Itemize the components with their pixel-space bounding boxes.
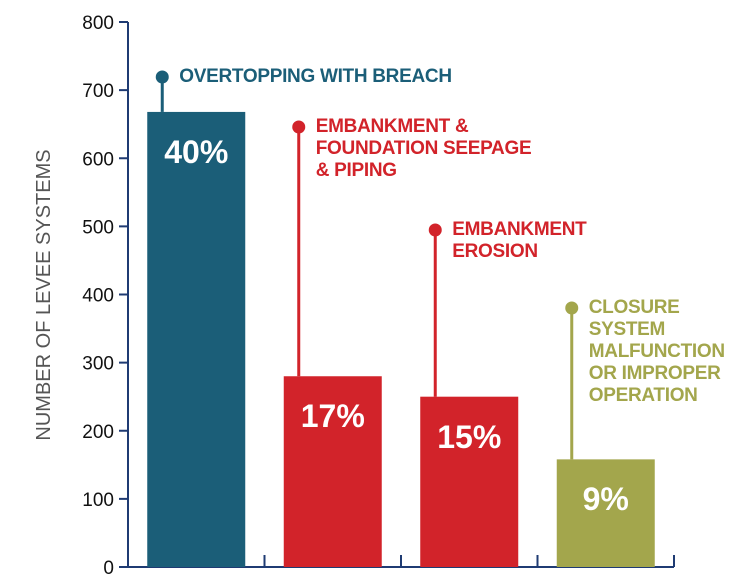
leader-dot — [565, 301, 579, 315]
percent-label: 15% — [437, 418, 502, 455]
category-label: EMBANKMENT & FOUNDATION SEEPAGE & PIPING — [315, 116, 532, 181]
bar — [420, 396, 519, 567]
leader-dot — [155, 70, 169, 84]
percent-label: 9% — [582, 481, 629, 518]
y-tick-label: 700 — [82, 81, 114, 102]
y-axis-label: NUMBER OF LEVEE SYSTEMS — [33, 149, 55, 440]
leader-dot — [428, 223, 442, 237]
y-tick-label: 100 — [82, 490, 114, 511]
bar — [556, 459, 655, 567]
y-tick-label: 800 — [82, 13, 114, 34]
bar — [283, 376, 382, 567]
category-label: OVERTOPPING WITH BREACH — [179, 66, 452, 87]
percent-label: 17% — [300, 398, 365, 435]
bar — [147, 111, 246, 568]
y-tick-label: 200 — [82, 422, 114, 443]
leader-dot — [292, 120, 306, 134]
y-tick-label: 600 — [82, 149, 114, 170]
percent-label: 40% — [164, 133, 229, 170]
y-tick-label: 0 — [103, 558, 114, 576]
y-tick-label: 400 — [82, 286, 114, 307]
y-tick-label: 300 — [82, 354, 114, 375]
category-label: EMBANKMENT EROSION — [452, 219, 587, 262]
y-tick-label: 500 — [82, 217, 114, 238]
category-label: CLOSURE SYSTEM MALFUNCTION OR IMPROPER O… — [588, 297, 725, 406]
